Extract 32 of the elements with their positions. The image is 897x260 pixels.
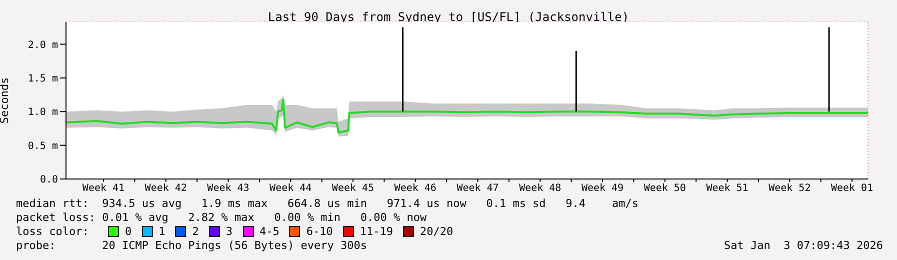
text: Sat Jan 3 07:09:43 2026 — [724, 239, 883, 252]
y-tick-label: 0.0 — [40, 174, 58, 186]
text: 4-5 — [258, 225, 280, 238]
text: probe: 20 ICMP Echo Pings (56 Bytes) every 300s — [16, 239, 367, 252]
x-tick-label: Week 46 — [394, 183, 436, 194]
text: 6-10 — [305, 225, 333, 238]
x-tick-label: Week 51 — [706, 183, 748, 194]
y-tick-label: 1.5 m — [28, 73, 58, 84]
text: packet loss: 0.01 % avg 2.82 % max 0.00 % min 0.00 % now — [16, 211, 427, 224]
text: 0 — [124, 225, 132, 238]
y-tick-label: 2.0 m — [28, 40, 58, 51]
y-axis-title: Seconds — [0, 77, 11, 124]
y-tick-label: 1.0 m — [28, 107, 58, 118]
x-tick-label: Week 42 — [144, 183, 187, 194]
x-tick-label: Week 49 — [581, 183, 624, 194]
text: 3 — [224, 225, 232, 238]
x-tick-label: Week 01 — [830, 183, 874, 194]
text: 20/20 — [419, 225, 454, 238]
x-tick-label: Week 48 — [519, 183, 562, 194]
x-tick-label: Week 50 — [644, 183, 686, 194]
x-tick-label: Week 45 — [332, 183, 374, 194]
text: 1 — [158, 225, 166, 238]
text: loss color: — [16, 225, 90, 238]
text: 11-19 — [358, 225, 393, 238]
text: median rtt: 934.5 us avg 1.9 ms max 664.8 us min 971.4 us now 0.1 ms sd 9.4 am/s — [16, 197, 639, 210]
x-tick-label: Week 47 — [456, 183, 499, 194]
x-tick-label: Week 44 — [270, 183, 312, 194]
text: 2 — [191, 225, 199, 238]
x-tick-label: Week 41 — [82, 183, 125, 194]
y-tick-label: 0.5 m — [28, 140, 58, 152]
x-tick-label: Week 52 — [768, 183, 811, 194]
x-tick-label: Week 43 — [207, 183, 250, 194]
